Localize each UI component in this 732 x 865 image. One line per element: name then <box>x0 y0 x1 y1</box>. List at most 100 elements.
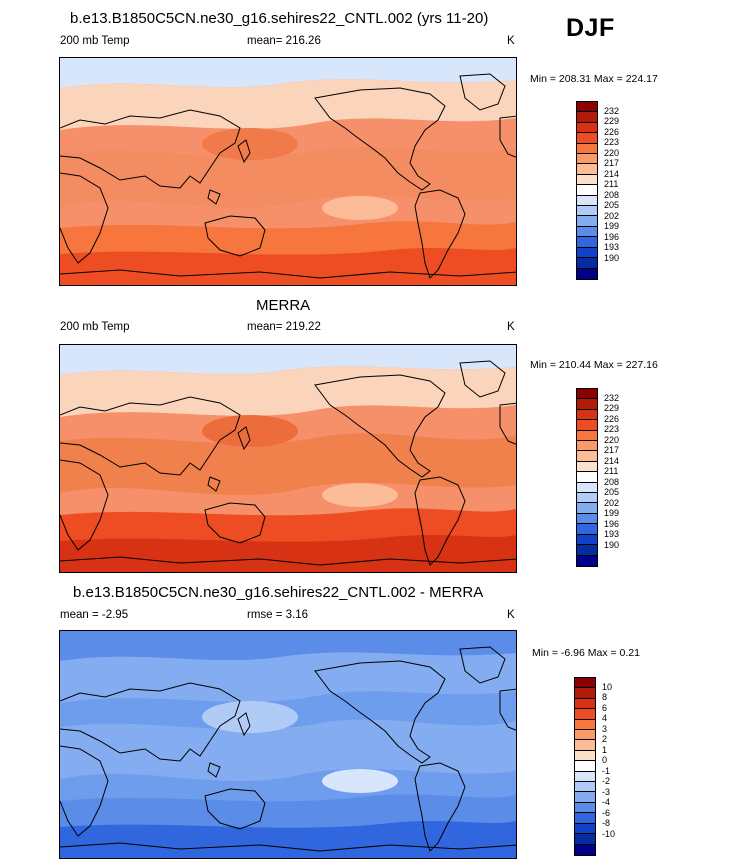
colorbar-tick-label: 208 <box>604 476 620 487</box>
panel-1-colorbar <box>576 101 598 280</box>
colorbar-tick-label: 190 <box>604 539 620 550</box>
map-field <box>60 58 516 285</box>
colorbar-swatch <box>577 461 597 473</box>
panel-2-units: K <box>507 321 515 333</box>
colorbar-swatch <box>577 430 597 442</box>
panel-2-mean: mean= 219.22 <box>247 321 321 333</box>
panel-3-title: b.e13.B1850C5CN.ne30_g16.sehires22_CNTL.… <box>73 584 484 601</box>
colorbar-swatch <box>575 688 595 699</box>
colorbar-swatch <box>577 226 597 238</box>
colorbar-tick-label: -8 <box>602 818 611 829</box>
panel-2-variable-label: 200 mb Temp <box>60 321 130 333</box>
colorbar-tick-label: 205 <box>604 200 620 211</box>
colorbar-tick-label: -10 <box>602 828 616 839</box>
colorbar-swatch <box>577 524 597 535</box>
colorbar-tick-label: 226 <box>604 413 620 424</box>
panel-3-minmax: Min = -6.96 Max = 0.21 <box>532 647 640 659</box>
colorbar-tick-label: 214 <box>604 168 620 179</box>
colorbar-swatch <box>575 802 595 814</box>
panel-1-minmax: Min = 208.31 Max = 224.17 <box>530 73 658 85</box>
colorbar-tick-label: 217 <box>604 158 620 169</box>
colorbar-tick-label: 196 <box>604 231 620 242</box>
colorbar-tick-label: 10 <box>602 681 613 692</box>
colorbar-swatch <box>575 823 595 835</box>
colorbar-tick-label: 205 <box>604 487 620 498</box>
colorbar-tick-label: 3 <box>602 723 608 734</box>
colorbar-tick-label: 211 <box>604 466 619 477</box>
panel-1-variable-label: 200 mb Temp <box>60 35 130 47</box>
panel-3-colorbar-labels: 10 8 6 4 3 2 1 0 -1 -2 -3 -4 -6 -8 -10 <box>602 677 642 856</box>
panel-2-map <box>59 344 517 573</box>
colorbar-tick-label: 8 <box>602 692 608 703</box>
colorbar-tick-label: 199 <box>604 508 620 519</box>
colorbar-swatch <box>577 237 597 248</box>
colorbar-swatch <box>575 709 595 720</box>
colorbar-swatch <box>577 154 597 165</box>
colorbar-swatch <box>577 164 597 175</box>
panel-2-minmax: Min = 210.44 Max = 227.16 <box>530 359 658 371</box>
colorbar-swatch <box>577 451 597 462</box>
colorbar-tick-label: 4 <box>602 713 608 724</box>
colorbar-swatch <box>577 534 597 546</box>
colorbar-tick-label: 202 <box>604 210 620 221</box>
colorbar-swatch <box>577 216 597 227</box>
colorbar-tick-label: -3 <box>602 786 611 797</box>
colorbar-swatch <box>575 834 595 845</box>
colorbar-tick-label: 229 <box>604 403 620 414</box>
colorbar-swatch <box>577 258 597 269</box>
panel-1-title: b.e13.B1850C5CN.ne30_g16.sehires22_CNTL.… <box>70 10 489 27</box>
panel-1-colorbar-labels: 232 229 226 223 220 217 214 211 208 205 202 199 196 1… <box>604 101 644 280</box>
colorbar-swatch <box>577 143 597 155</box>
colorbar-swatch <box>577 472 597 483</box>
colorbar-swatch <box>575 844 595 855</box>
colorbar-tick-label: 232 <box>604 392 620 403</box>
colorbar-swatch <box>575 761 595 772</box>
colorbar-swatch <box>577 482 597 494</box>
colorbar-swatch <box>577 545 597 556</box>
panel-2-title: MERRA <box>256 297 311 314</box>
colorbar-tick-label: 199 <box>604 221 620 232</box>
colorbar-swatch <box>577 555 597 566</box>
panel-1-map <box>59 57 517 286</box>
colorbar-swatch <box>577 247 597 259</box>
map-field <box>60 631 516 858</box>
colorbar-swatch <box>577 441 597 452</box>
colorbar-tick-label: 214 <box>604 455 620 466</box>
colorbar-tick-label: 217 <box>604 445 620 456</box>
colorbar-tick-label: 208 <box>604 189 620 200</box>
panel-3-map <box>59 630 517 859</box>
colorbar-swatch <box>575 750 595 762</box>
colorbar-tick-label: 193 <box>604 529 620 540</box>
colorbar-tick-label: 0 <box>602 755 608 766</box>
season-label: DJF <box>566 14 615 42</box>
colorbar-tick-label: 229 <box>604 116 620 127</box>
colorbar-swatch <box>575 771 595 783</box>
colorbar-tick-label: 196 <box>604 518 620 529</box>
colorbar-swatch <box>577 174 597 186</box>
colorbar-tick-label: 226 <box>604 126 620 137</box>
colorbar-tick-label: 1 <box>602 744 608 755</box>
colorbar-swatch <box>577 503 597 514</box>
colorbar-swatch <box>577 493 597 504</box>
colorbar-tick-label: 223 <box>604 137 620 148</box>
colorbar-swatch <box>577 268 597 279</box>
colorbar-swatch <box>577 420 597 431</box>
colorbar-swatch <box>575 719 595 731</box>
colorbar-swatch <box>577 102 597 113</box>
colorbar-tick-label: 220 <box>604 147 620 158</box>
colorbar-tick-label: -2 <box>602 776 611 787</box>
colorbar-swatch <box>575 678 595 689</box>
colorbar-tick-label: 211 <box>604 179 619 190</box>
colorbar-swatch <box>577 195 597 207</box>
colorbar-tick-label: 223 <box>604 424 620 435</box>
colorbar-swatch <box>577 409 597 421</box>
colorbar-tick-label: -1 <box>602 765 611 776</box>
panel-1-mean: mean= 216.26 <box>247 35 321 47</box>
colorbar-swatch <box>575 813 595 824</box>
colorbar-tick-label: 193 <box>604 242 620 253</box>
colorbar-swatch <box>575 740 595 751</box>
map-field <box>60 345 516 572</box>
colorbar-tick-label: -4 <box>602 797 611 808</box>
colorbar-swatch <box>577 389 597 400</box>
panel-3-units: K <box>507 609 515 621</box>
